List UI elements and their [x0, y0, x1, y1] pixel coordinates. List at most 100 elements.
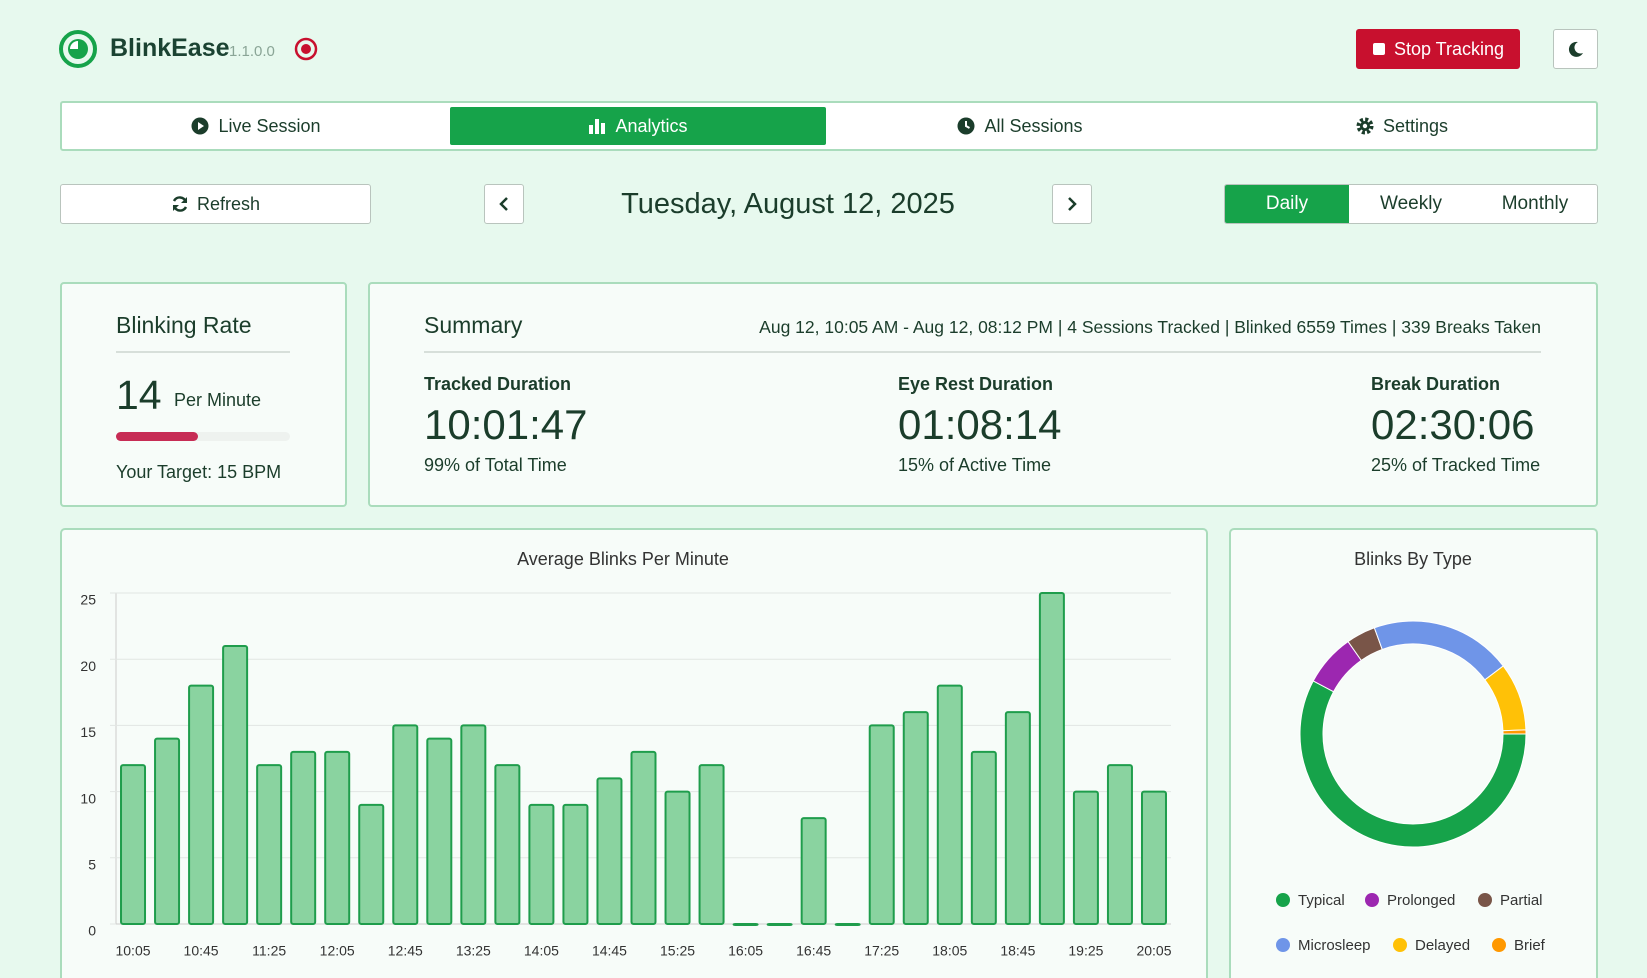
bar — [154, 737, 181, 925]
bar — [766, 923, 793, 926]
legend-label: Prolonged — [1387, 892, 1455, 909]
tab[interactable]: All Sessions — [832, 107, 1208, 145]
bar — [630, 750, 657, 925]
metric-note: 99% of Total Time — [424, 455, 567, 475]
x-tick-label: 18:45 — [1000, 943, 1035, 959]
bar — [732, 923, 759, 926]
legend-label: Typical — [1298, 892, 1345, 909]
x-tick-label: 13:25 — [456, 943, 491, 959]
bar — [596, 777, 623, 925]
bar — [902, 711, 929, 925]
refresh-icon — [172, 196, 188, 212]
rate-progress-fill — [116, 432, 198, 441]
x-tick-label: 11:25 — [252, 943, 286, 959]
tab-label: All Sessions — [984, 115, 1083, 136]
y-tick-label: 20 — [80, 658, 96, 674]
legend-swatch — [1492, 938, 1506, 952]
bar — [188, 684, 215, 925]
bar — [528, 803, 555, 925]
logo — [59, 30, 97, 68]
tab[interactable]: Analytics — [450, 107, 826, 145]
bar — [970, 750, 997, 925]
stop-icon — [1372, 43, 1385, 55]
donut-segment — [1502, 729, 1527, 735]
metric-label: Eye Rest Duration — [898, 374, 1054, 394]
metric: Eye Rest Duration 01:08:14 15% of Active… — [898, 374, 1062, 476]
tab[interactable]: Live Session — [68, 107, 444, 145]
bar — [256, 764, 283, 925]
summary-card: Summary Aug 12, 10:05 AM - Aug 12, 08:12… — [368, 282, 1598, 507]
period-option[interactable]: Daily — [1225, 185, 1349, 223]
x-tick-label: 10:05 — [115, 943, 150, 959]
stop-tracking-label: Stop Tracking — [1393, 38, 1505, 59]
bar — [426, 737, 453, 925]
x-tick-label: 15:25 — [660, 943, 695, 959]
clock-icon — [957, 117, 975, 135]
rate-progress-track — [116, 432, 290, 441]
bar — [392, 724, 419, 925]
bar — [698, 764, 725, 925]
divider — [116, 351, 290, 353]
play-icon — [191, 117, 209, 135]
bar — [358, 803, 385, 925]
bar — [494, 764, 521, 925]
metric: Break Duration 02:30:06 25% of Tracked T… — [1371, 374, 1540, 476]
legend-swatch — [1478, 893, 1492, 907]
metric-note: 25% of Tracked Time — [1371, 455, 1541, 475]
divider — [424, 351, 1541, 353]
bar-chart: Average Blinks Per Minute 0 5 10 15 20 25 10:0… — [60, 528, 1208, 978]
bar — [290, 750, 317, 925]
period-option[interactable]: Monthly — [1501, 193, 1569, 214]
tab-label: Settings — [1382, 115, 1449, 136]
metric-value: 02:30:06 — [1371, 401, 1535, 448]
gear-icon — [1356, 117, 1374, 135]
y-tick-label: 5 — [88, 857, 96, 873]
x-tick-label: 16:45 — [796, 943, 831, 959]
legend-label: Partial — [1500, 892, 1543, 909]
rate-unit: Per Minute — [174, 390, 262, 410]
y-tick-label: 15 — [80, 724, 96, 740]
x-tick-label: 20:05 — [1136, 943, 1171, 959]
bar — [868, 724, 895, 925]
chart-icon — [589, 119, 606, 134]
legend-swatch — [1276, 893, 1290, 907]
refresh-button[interactable]: Refresh — [60, 184, 371, 224]
bar — [562, 803, 589, 925]
current-date: Tuesday, August 12, 2025 — [621, 188, 955, 220]
tab-label: Live Session — [218, 115, 321, 136]
bar — [120, 764, 147, 925]
y-tick-label: 25 — [80, 592, 96, 608]
card-title: Blinking Rate — [116, 312, 252, 338]
bar — [324, 750, 351, 925]
theme-toggle[interactable] — [1553, 29, 1598, 69]
metric-note: 15% of Active Time — [898, 455, 1052, 475]
period-selector: Daily Weekly Monthly — [1224, 184, 1598, 224]
metric-value: 10:01:47 — [424, 401, 588, 448]
previous-day-button[interactable] — [484, 184, 524, 224]
legend-swatch — [1276, 938, 1290, 952]
x-tick-label: 12:05 — [320, 943, 355, 959]
donut-segment — [1299, 680, 1527, 848]
bar — [1004, 711, 1031, 925]
chart-title: Blinks By Type — [1354, 549, 1472, 569]
x-tick-label: 16:05 — [728, 943, 763, 959]
blinking-rate-card: Blinking Rate 14 Per Minute Your Target:… — [60, 282, 347, 507]
period-option[interactable]: Weekly — [1380, 193, 1442, 214]
x-tick-label: 10:45 — [184, 943, 219, 959]
bar — [222, 644, 249, 926]
next-day-button[interactable] — [1052, 184, 1092, 224]
stop-tracking-button[interactable]: Stop Tracking — [1356, 29, 1520, 69]
legend-swatch — [1393, 938, 1407, 952]
app-name: BlinkEase — [110, 34, 230, 62]
bar — [1038, 592, 1065, 925]
chevron-right — [1068, 197, 1077, 211]
rate-value: 14 — [116, 372, 162, 418]
metric: Tracked Duration 10:01:47 99% of Total T… — [424, 374, 588, 476]
tab[interactable]: Settings — [1214, 107, 1590, 145]
bar — [1072, 790, 1099, 925]
x-tick-label: 19:25 — [1068, 943, 1103, 959]
x-tick-label: 14:05 — [524, 943, 559, 959]
legend-swatch — [1365, 893, 1379, 907]
rate-target: Your Target: 15 BPM — [116, 462, 282, 482]
